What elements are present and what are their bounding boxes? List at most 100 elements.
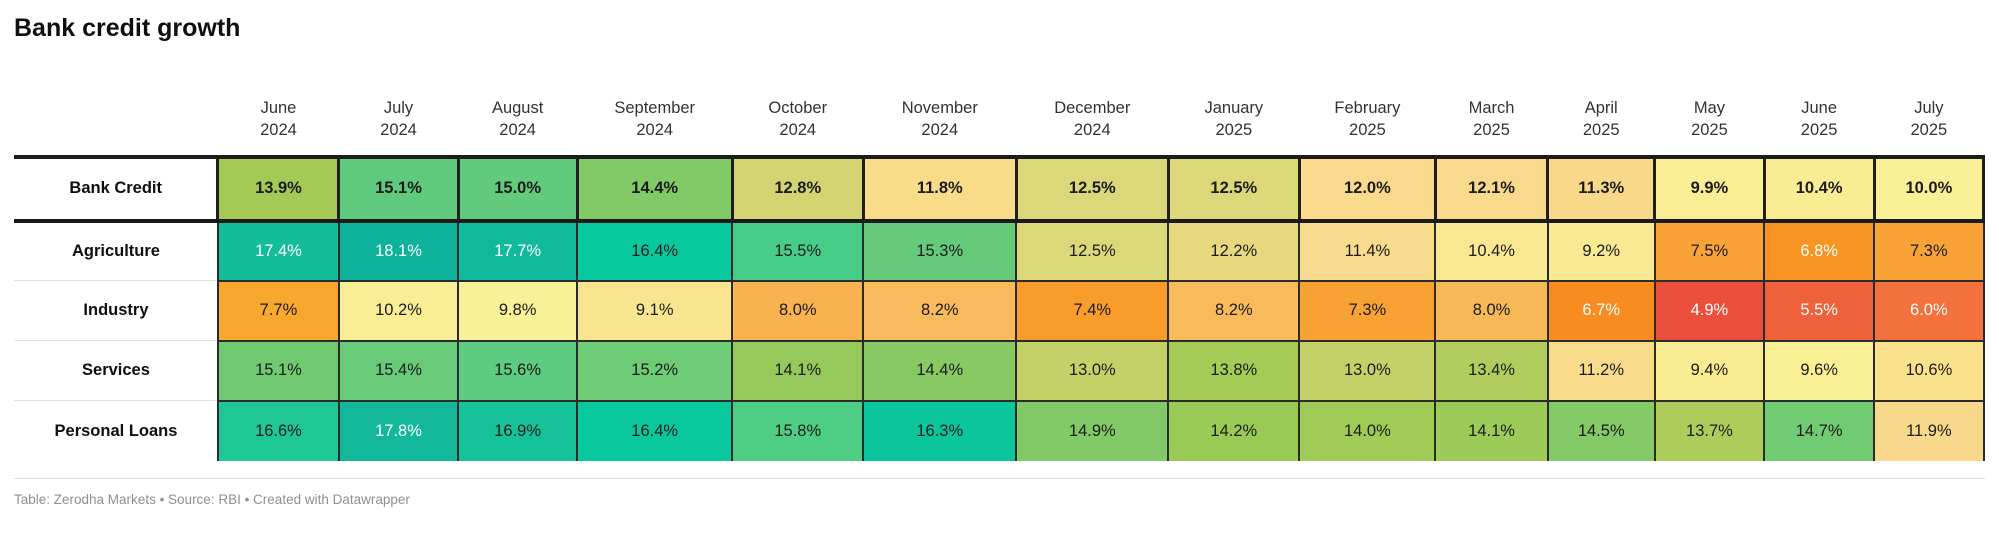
heatmap-cell: 7.5% [1653, 219, 1766, 282]
heatmap-cell: 4.9% [1653, 279, 1766, 342]
table-row-industry: Industry 7.7% 10.2% 9.8% 9.1% 8.0% 8.2% 7.4% 8.2… [14, 279, 1985, 342]
heatmap-cell: 17.7% [457, 219, 579, 282]
heatmap-cell: 17.8% [337, 399, 460, 461]
heatmap-cell: 9.2% [1546, 219, 1656, 282]
heatmap-cell: 15.3% [862, 219, 1018, 282]
column-header-month: January [1204, 99, 1264, 118]
column-header-month: June [260, 99, 297, 118]
heatmap-cell: 13.7% [1653, 399, 1766, 461]
column-header-year: 2024 [779, 120, 817, 139]
heatmap-cell: 15.8% [731, 399, 865, 461]
heatmap-cell: 15.5% [731, 219, 865, 282]
row-label: Agriculture [14, 220, 218, 282]
heatmap-cell: 10.6% [1873, 339, 1985, 402]
heatmap-cell: 9.9% [1653, 155, 1766, 223]
column-header-year: 2024 [1073, 120, 1111, 139]
row-label: Bank Credit [14, 156, 218, 223]
heatmap-cell: 7.3% [1298, 279, 1437, 342]
column-header-march-2025: March 2025 [1435, 48, 1548, 159]
column-header-july-2025: July 2025 [1874, 48, 1984, 159]
column-header-empty [14, 48, 218, 159]
column-header-year: 2024 [636, 120, 674, 139]
table-footer-attribution: Table: Zerodha Markets • Source: RBI • C… [14, 491, 410, 507]
heatmap-cell: 11.3% [1546, 155, 1657, 223]
column-header-month: October [768, 99, 828, 118]
column-header-month: April [1584, 99, 1618, 118]
heatmap-cell: 11.2% [1546, 339, 1656, 402]
heatmap-cell: 15.0% [456, 155, 579, 223]
heatmap-cell: 9.8% [457, 279, 579, 342]
column-header-year: 2024 [921, 120, 959, 139]
column-header-april-2025: April 2025 [1547, 48, 1655, 159]
heatmap-cell: 14.1% [1434, 399, 1549, 461]
heatmap-cell: 14.1% [731, 339, 865, 402]
column-header-september-2024: September 2024 [577, 48, 733, 159]
column-header-october-2024: October 2024 [732, 48, 864, 159]
column-header-month: July [383, 99, 414, 118]
heatmap-cell: 13.0% [1298, 339, 1437, 402]
column-header-month: September [614, 99, 696, 118]
column-header-november-2024: November 2024 [863, 48, 1017, 159]
heatmap-cell: 11.4% [1298, 219, 1437, 282]
column-header-month: March [1468, 99, 1515, 118]
column-header-december-2024: December 2024 [1016, 48, 1169, 159]
heatmap-cell: 6.0% [1873, 279, 1985, 342]
heatmap-cell: 7.3% [1873, 219, 1985, 282]
heatmap-cell: 12.5% [1166, 155, 1301, 223]
column-header-may-2025: May 2025 [1654, 48, 1765, 159]
heatmap-cell: 10.0% [1872, 155, 1986, 223]
heatmap-cell: 10.2% [337, 279, 460, 342]
column-header-february-2025: February 2025 [1299, 48, 1436, 159]
heatmap-cell: 12.5% [1014, 155, 1170, 223]
column-header-month: February [1334, 99, 1401, 118]
heatmap-cell: 14.5% [1546, 399, 1656, 461]
heatmap-cell: 17.4% [216, 219, 340, 282]
heatmap-cell: 14.9% [1015, 399, 1170, 461]
heatmap-cell: 6.8% [1763, 219, 1876, 282]
heatmap-cell: 15.1% [337, 155, 460, 223]
column-header-june-2024: June 2024 [217, 48, 339, 159]
row-label: Personal Loans [14, 400, 218, 461]
footer-divider [14, 477, 1985, 479]
heatmap-cell: 7.7% [216, 279, 340, 342]
column-header-month: May [1693, 99, 1726, 118]
heatmap-cell: 15.4% [337, 339, 460, 402]
column-header-year: 2025 [1473, 120, 1510, 139]
row-label: Industry [14, 280, 218, 342]
column-header-year: 2025 [1800, 120, 1838, 139]
heatmap-cell: 16.6% [216, 399, 340, 461]
column-header-july-2024: July 2024 [338, 48, 459, 159]
page-title: Bank credit growth [14, 14, 241, 42]
heatmap-cell: 12.0% [1297, 155, 1437, 223]
heatmap-cell: 15.6% [457, 339, 579, 402]
column-header-year: 2025 [1691, 120, 1728, 139]
heatmap-cell: 14.7% [1763, 399, 1876, 461]
column-header-month: August [491, 99, 544, 118]
heatmap-cell: 7.4% [1015, 279, 1170, 342]
table-row-bank-credit: Bank Credit 13.9% 15.1% 15.0% 14.4% 12.8% 11.8… [14, 155, 1986, 223]
heatmap-cell: 18.1% [337, 219, 460, 282]
column-header-month: June [1801, 99, 1838, 118]
heatmap-cell: 8.0% [1434, 279, 1549, 342]
heatmap-cell: 6.7% [1546, 279, 1656, 342]
heatmap-cell: 16.4% [576, 399, 734, 461]
heatmap-cell: 12.5% [1015, 219, 1170, 282]
heatmap-cell: 15.2% [576, 339, 734, 402]
table-row-personal-loans: Personal Loans 16.6% 17.8% 16.9% 16.4% 15.8% 1… [14, 399, 1985, 461]
heatmap-cell: 16.3% [862, 399, 1018, 461]
table-row-agriculture: Agriculture 17.4% 18.1% 17.7% 16.4% 15.5% 15.3… [14, 219, 1985, 282]
column-header-january-2025: January 2025 [1168, 48, 1300, 159]
column-header-month: December [1054, 99, 1131, 118]
heatmap-cell: 15.1% [216, 339, 340, 402]
heatmap-cell: 11.8% [861, 155, 1018, 223]
column-header-year: 2024 [380, 120, 417, 139]
heatmap-cell: 12.8% [730, 155, 865, 223]
column-header-year: 2025 [1582, 120, 1620, 139]
heatmap-cell: 11.9% [1873, 399, 1985, 461]
column-header-year: 2024 [499, 120, 536, 139]
heatmap-cell: 13.8% [1167, 339, 1301, 402]
heatmap-cell: 9.6% [1763, 339, 1876, 402]
heatmap-cell: 14.0% [1298, 399, 1437, 461]
heatmap-cell: 8.2% [1167, 279, 1301, 342]
